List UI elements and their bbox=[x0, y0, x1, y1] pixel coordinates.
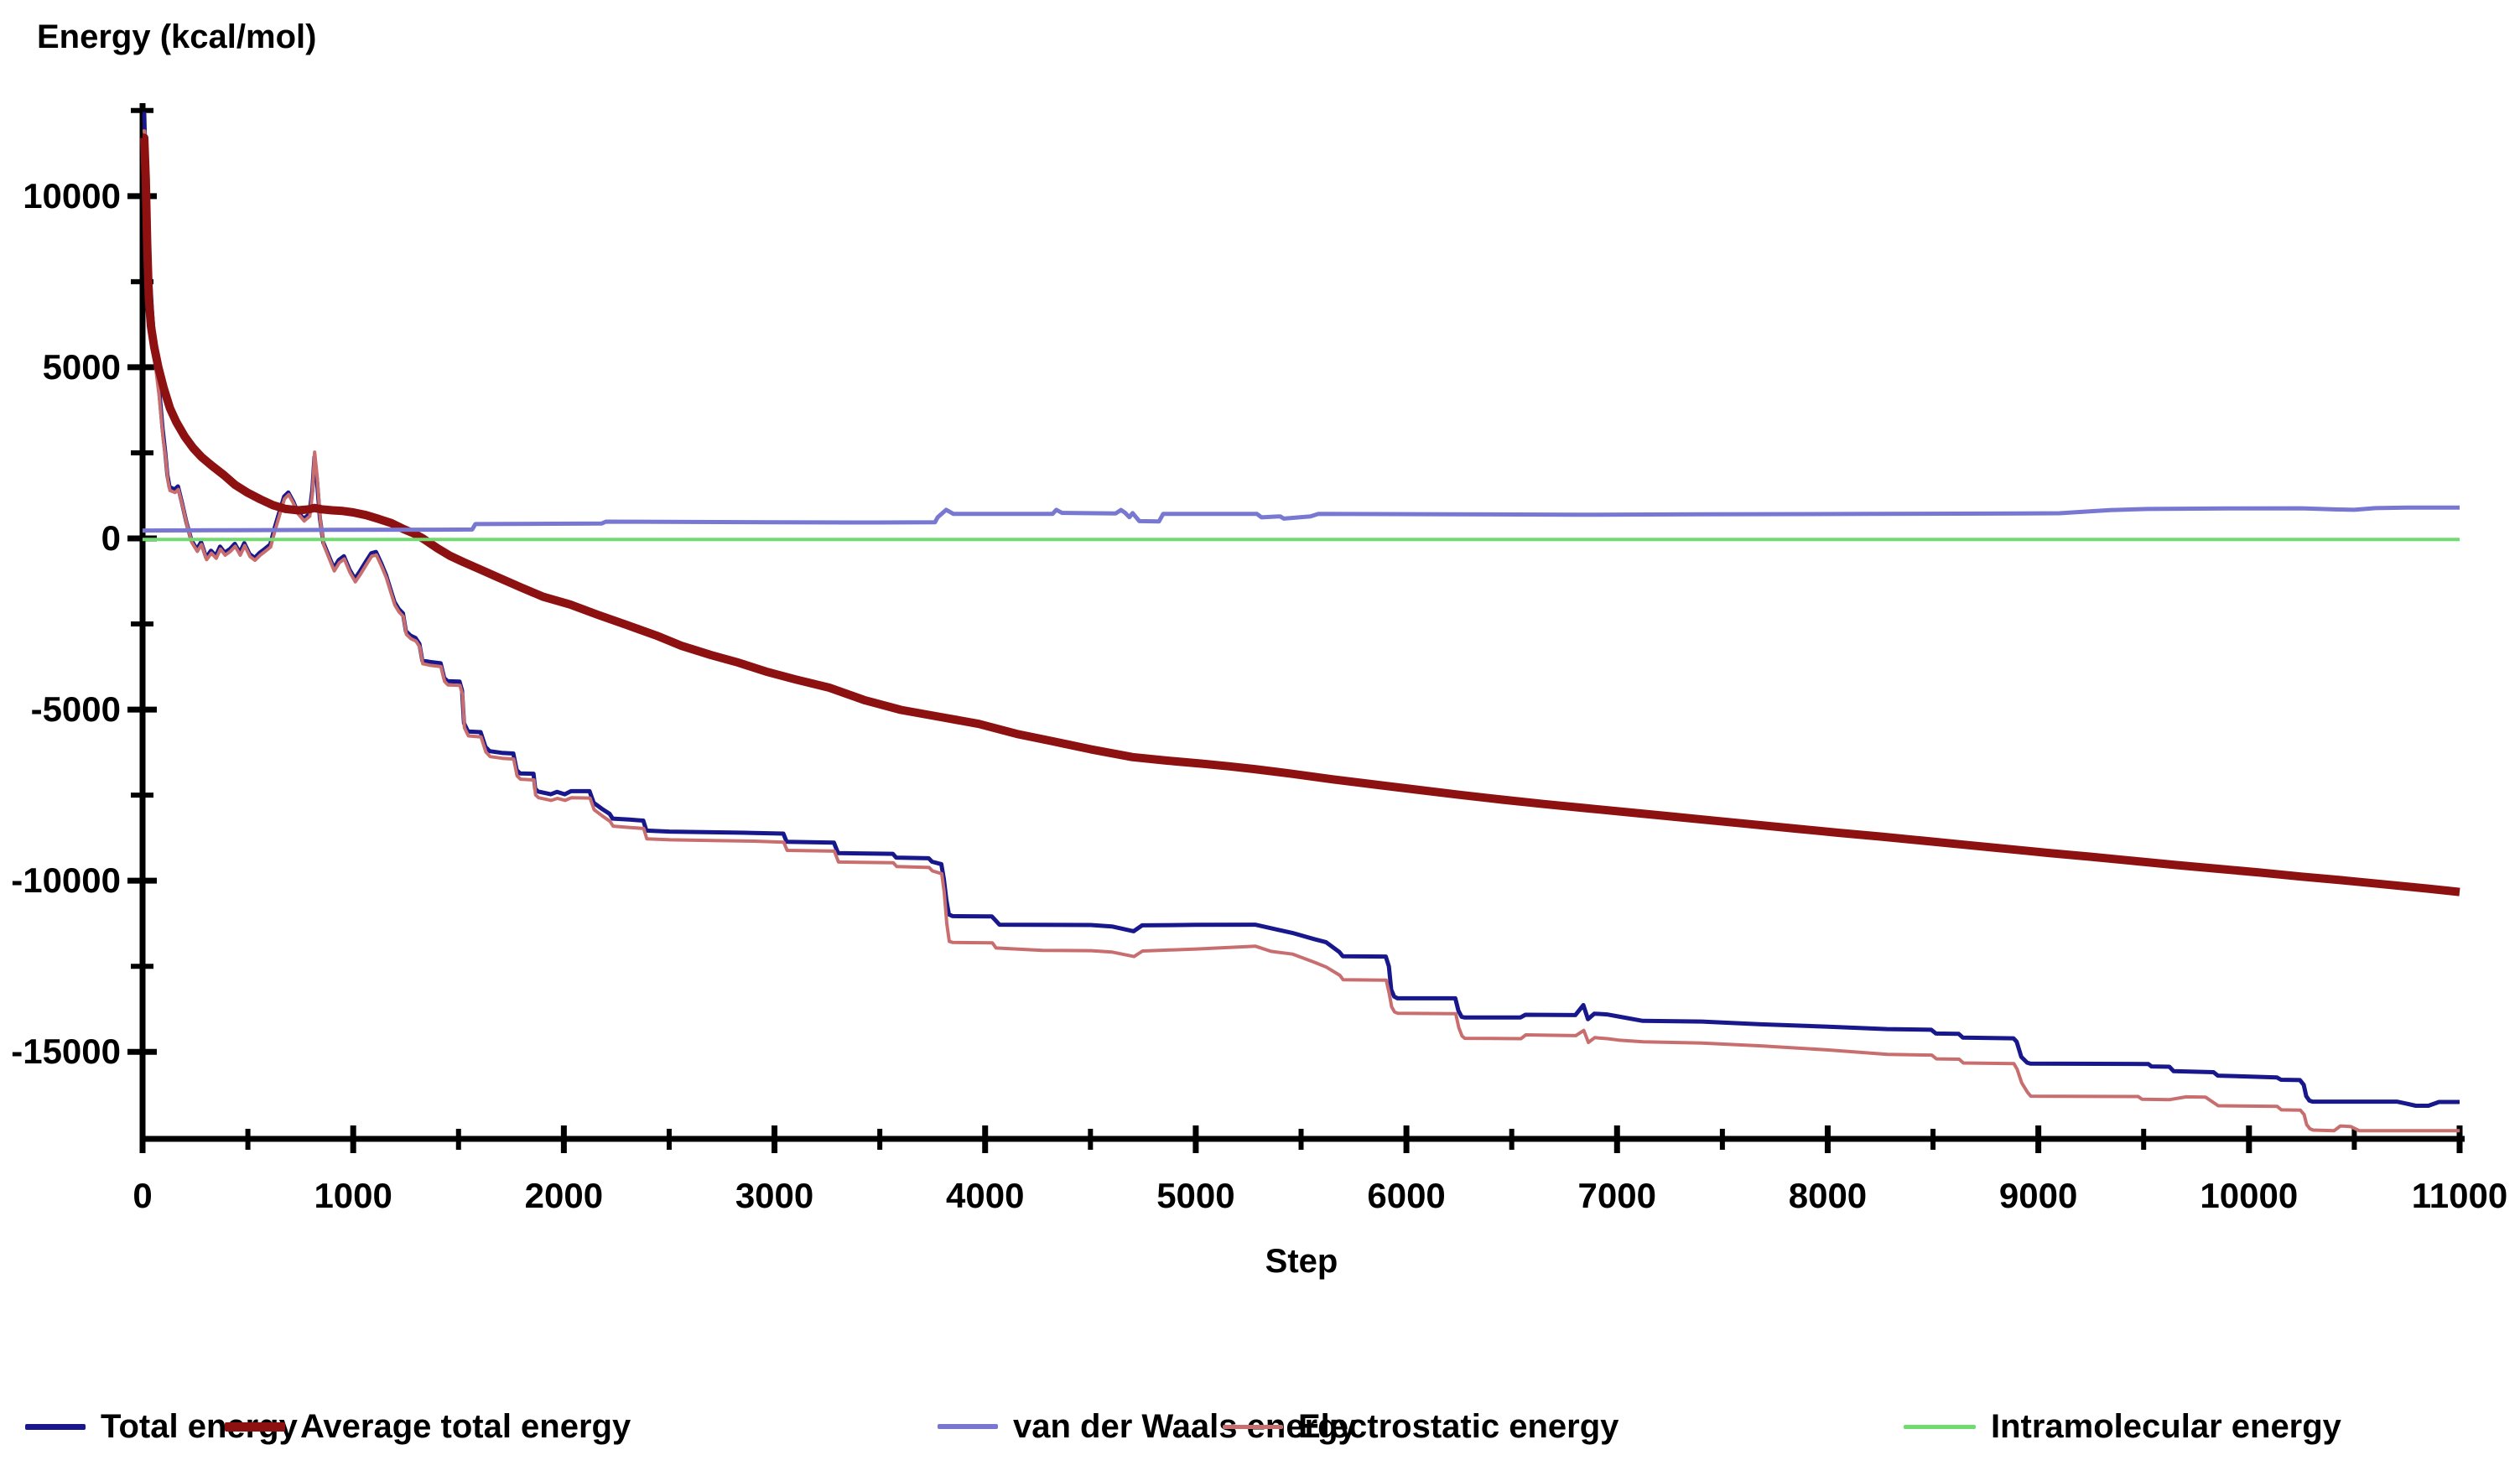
series-van-der-waals-energy bbox=[142, 505, 2460, 533]
legend-swatch-intramolecular-energy bbox=[1904, 1424, 1976, 1429]
x-tick-label: 2000 bbox=[525, 1176, 603, 1215]
y-tick-label: -5000 bbox=[31, 689, 121, 729]
legend-label: van der Waals energy bbox=[1013, 1407, 1357, 1445]
series-total-energy bbox=[142, 112, 2460, 1108]
legend-swatch-total-energy bbox=[25, 1423, 86, 1430]
x-axis-title: Step bbox=[1265, 1243, 1338, 1280]
x-tick-label: 9000 bbox=[1999, 1176, 2077, 1215]
legend-swatch-van-der-waals-energy bbox=[938, 1424, 998, 1429]
y-tick-label: 5000 bbox=[43, 347, 121, 387]
y-tick-label: 10000 bbox=[23, 176, 121, 216]
x-tick-label: 3000 bbox=[735, 1176, 813, 1215]
x-tick-label: 0 bbox=[132, 1176, 152, 1215]
legend-label: Intramolecular energy bbox=[1991, 1407, 2341, 1445]
y-tick-label: 0 bbox=[101, 518, 121, 558]
legend-item-intramolecular-energy: Intramolecular energy bbox=[1904, 1406, 2341, 1447]
x-tick-label: 5000 bbox=[1156, 1176, 1234, 1215]
x-tick-label: 1000 bbox=[314, 1176, 392, 1215]
legend-swatch-average-total-energy bbox=[225, 1421, 285, 1432]
legend-swatch-electrostatic-energy bbox=[1223, 1424, 1283, 1429]
legend-item-van-der-waals-energy: van der Waals energy bbox=[938, 1406, 1357, 1447]
x-tick-label: 8000 bbox=[1789, 1176, 1867, 1215]
legend-item-average-total-energy: Average total energy bbox=[225, 1406, 631, 1447]
y-tick-label: -15000 bbox=[11, 1032, 121, 1071]
legend-label: Electrostatic energy bbox=[1298, 1407, 1619, 1445]
legend-item-electrostatic-energy: Electrostatic energy bbox=[1223, 1406, 1619, 1447]
x-tick-label: 7000 bbox=[1578, 1176, 1656, 1215]
x-tick-label: 10000 bbox=[2200, 1176, 2298, 1215]
series-electrostatic-energy bbox=[143, 129, 2460, 1133]
legend-label: Average total energy bbox=[300, 1407, 631, 1445]
legend: Total energy Average total energy van der … bbox=[0, 1406, 2520, 1447]
series-average-total-energy bbox=[140, 133, 2460, 897]
x-tick-label: 4000 bbox=[946, 1176, 1024, 1215]
x-tick-label: 6000 bbox=[1367, 1176, 1445, 1215]
x-tick-label: 11000 bbox=[2412, 1176, 2507, 1215]
y-tick-label: -10000 bbox=[11, 860, 121, 900]
y-axis-title: Energy (kcal/mol) bbox=[37, 18, 317, 55]
